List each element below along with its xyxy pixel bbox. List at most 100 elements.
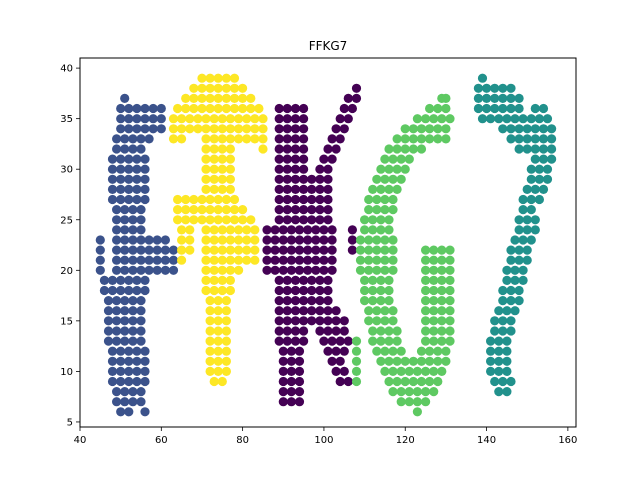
data-point bbox=[128, 235, 138, 245]
data-point bbox=[217, 245, 227, 255]
data-point bbox=[205, 296, 215, 306]
data-point bbox=[140, 103, 150, 114]
data-point bbox=[107, 285, 118, 296]
data-point bbox=[498, 326, 508, 336]
data-point bbox=[494, 366, 504, 376]
data-point bbox=[372, 346, 382, 356]
data-point bbox=[95, 265, 105, 275]
data-point bbox=[323, 144, 333, 154]
data-point bbox=[116, 154, 126, 164]
data-point bbox=[282, 174, 292, 184]
data-point bbox=[282, 124, 292, 134]
data-point bbox=[327, 245, 337, 255]
data-point bbox=[408, 124, 418, 134]
data-point bbox=[221, 103, 231, 114]
data-point bbox=[185, 225, 195, 235]
data-point bbox=[343, 336, 353, 346]
data-point bbox=[140, 407, 150, 417]
data-point bbox=[140, 366, 150, 376]
data-point bbox=[437, 114, 447, 124]
data-point bbox=[388, 174, 398, 184]
data-point bbox=[396, 174, 406, 184]
data-point bbox=[445, 336, 455, 346]
data-point bbox=[112, 225, 122, 235]
data-point bbox=[498, 376, 508, 387]
data-point bbox=[132, 103, 142, 114]
data-point bbox=[299, 215, 309, 225]
data-point bbox=[205, 366, 215, 376]
data-point bbox=[112, 255, 122, 265]
data-point bbox=[303, 235, 313, 245]
data-point bbox=[364, 245, 374, 255]
data-point bbox=[538, 184, 549, 194]
data-point bbox=[120, 134, 130, 144]
data-point bbox=[506, 93, 516, 103]
data-point bbox=[205, 316, 215, 326]
data-point bbox=[372, 235, 382, 245]
data-point bbox=[416, 144, 427, 154]
data-point bbox=[221, 356, 231, 366]
data-point bbox=[494, 114, 504, 124]
data-point bbox=[335, 356, 345, 366]
data-point bbox=[168, 255, 179, 265]
data-point bbox=[156, 114, 166, 124]
data-point bbox=[132, 376, 142, 387]
data-point bbox=[299, 285, 309, 296]
data-point bbox=[486, 346, 496, 356]
data-point bbox=[229, 215, 240, 225]
data-point bbox=[327, 336, 337, 346]
data-point bbox=[384, 275, 394, 285]
data-point bbox=[290, 174, 301, 184]
data-point bbox=[351, 336, 362, 346]
data-point bbox=[128, 255, 138, 265]
data-point bbox=[107, 194, 118, 205]
data-point bbox=[116, 376, 126, 387]
data-point bbox=[412, 397, 422, 407]
data-point bbox=[388, 235, 398, 245]
data-point bbox=[538, 124, 549, 134]
data-point bbox=[262, 255, 272, 265]
data-point bbox=[506, 83, 516, 93]
data-point bbox=[95, 255, 105, 265]
data-point bbox=[547, 144, 557, 154]
data-point bbox=[201, 265, 211, 275]
data-point bbox=[290, 316, 301, 326]
data-point bbox=[486, 366, 496, 376]
data-point bbox=[530, 134, 540, 144]
data-point bbox=[116, 164, 126, 174]
data-point bbox=[290, 154, 301, 164]
data-point bbox=[177, 114, 187, 124]
data-point bbox=[124, 285, 134, 296]
data-point bbox=[234, 245, 244, 255]
data-point bbox=[286, 366, 296, 376]
data-point bbox=[282, 316, 292, 326]
data-point bbox=[441, 134, 451, 144]
data-point bbox=[388, 205, 398, 215]
data-point bbox=[307, 194, 317, 205]
data-point bbox=[490, 93, 500, 103]
data-point bbox=[294, 235, 305, 245]
data-point bbox=[404, 366, 414, 376]
data-point bbox=[384, 356, 394, 366]
data-point bbox=[376, 326, 386, 336]
data-point bbox=[323, 316, 333, 326]
data-point bbox=[396, 397, 406, 407]
data-point bbox=[421, 366, 431, 376]
data-point bbox=[107, 174, 118, 184]
data-point bbox=[140, 376, 150, 387]
data-point bbox=[225, 134, 235, 144]
data-point bbox=[189, 83, 199, 93]
data-point bbox=[229, 103, 240, 114]
data-point bbox=[282, 306, 292, 316]
data-point bbox=[242, 225, 252, 235]
data-point bbox=[177, 124, 187, 134]
data-point bbox=[128, 387, 138, 397]
data-point bbox=[185, 124, 195, 134]
data-point bbox=[160, 235, 170, 245]
data-point bbox=[242, 124, 252, 134]
data-point bbox=[392, 144, 402, 154]
data-point bbox=[116, 275, 126, 285]
data-point bbox=[311, 265, 321, 275]
data-point bbox=[250, 124, 260, 134]
data-point bbox=[221, 83, 231, 93]
